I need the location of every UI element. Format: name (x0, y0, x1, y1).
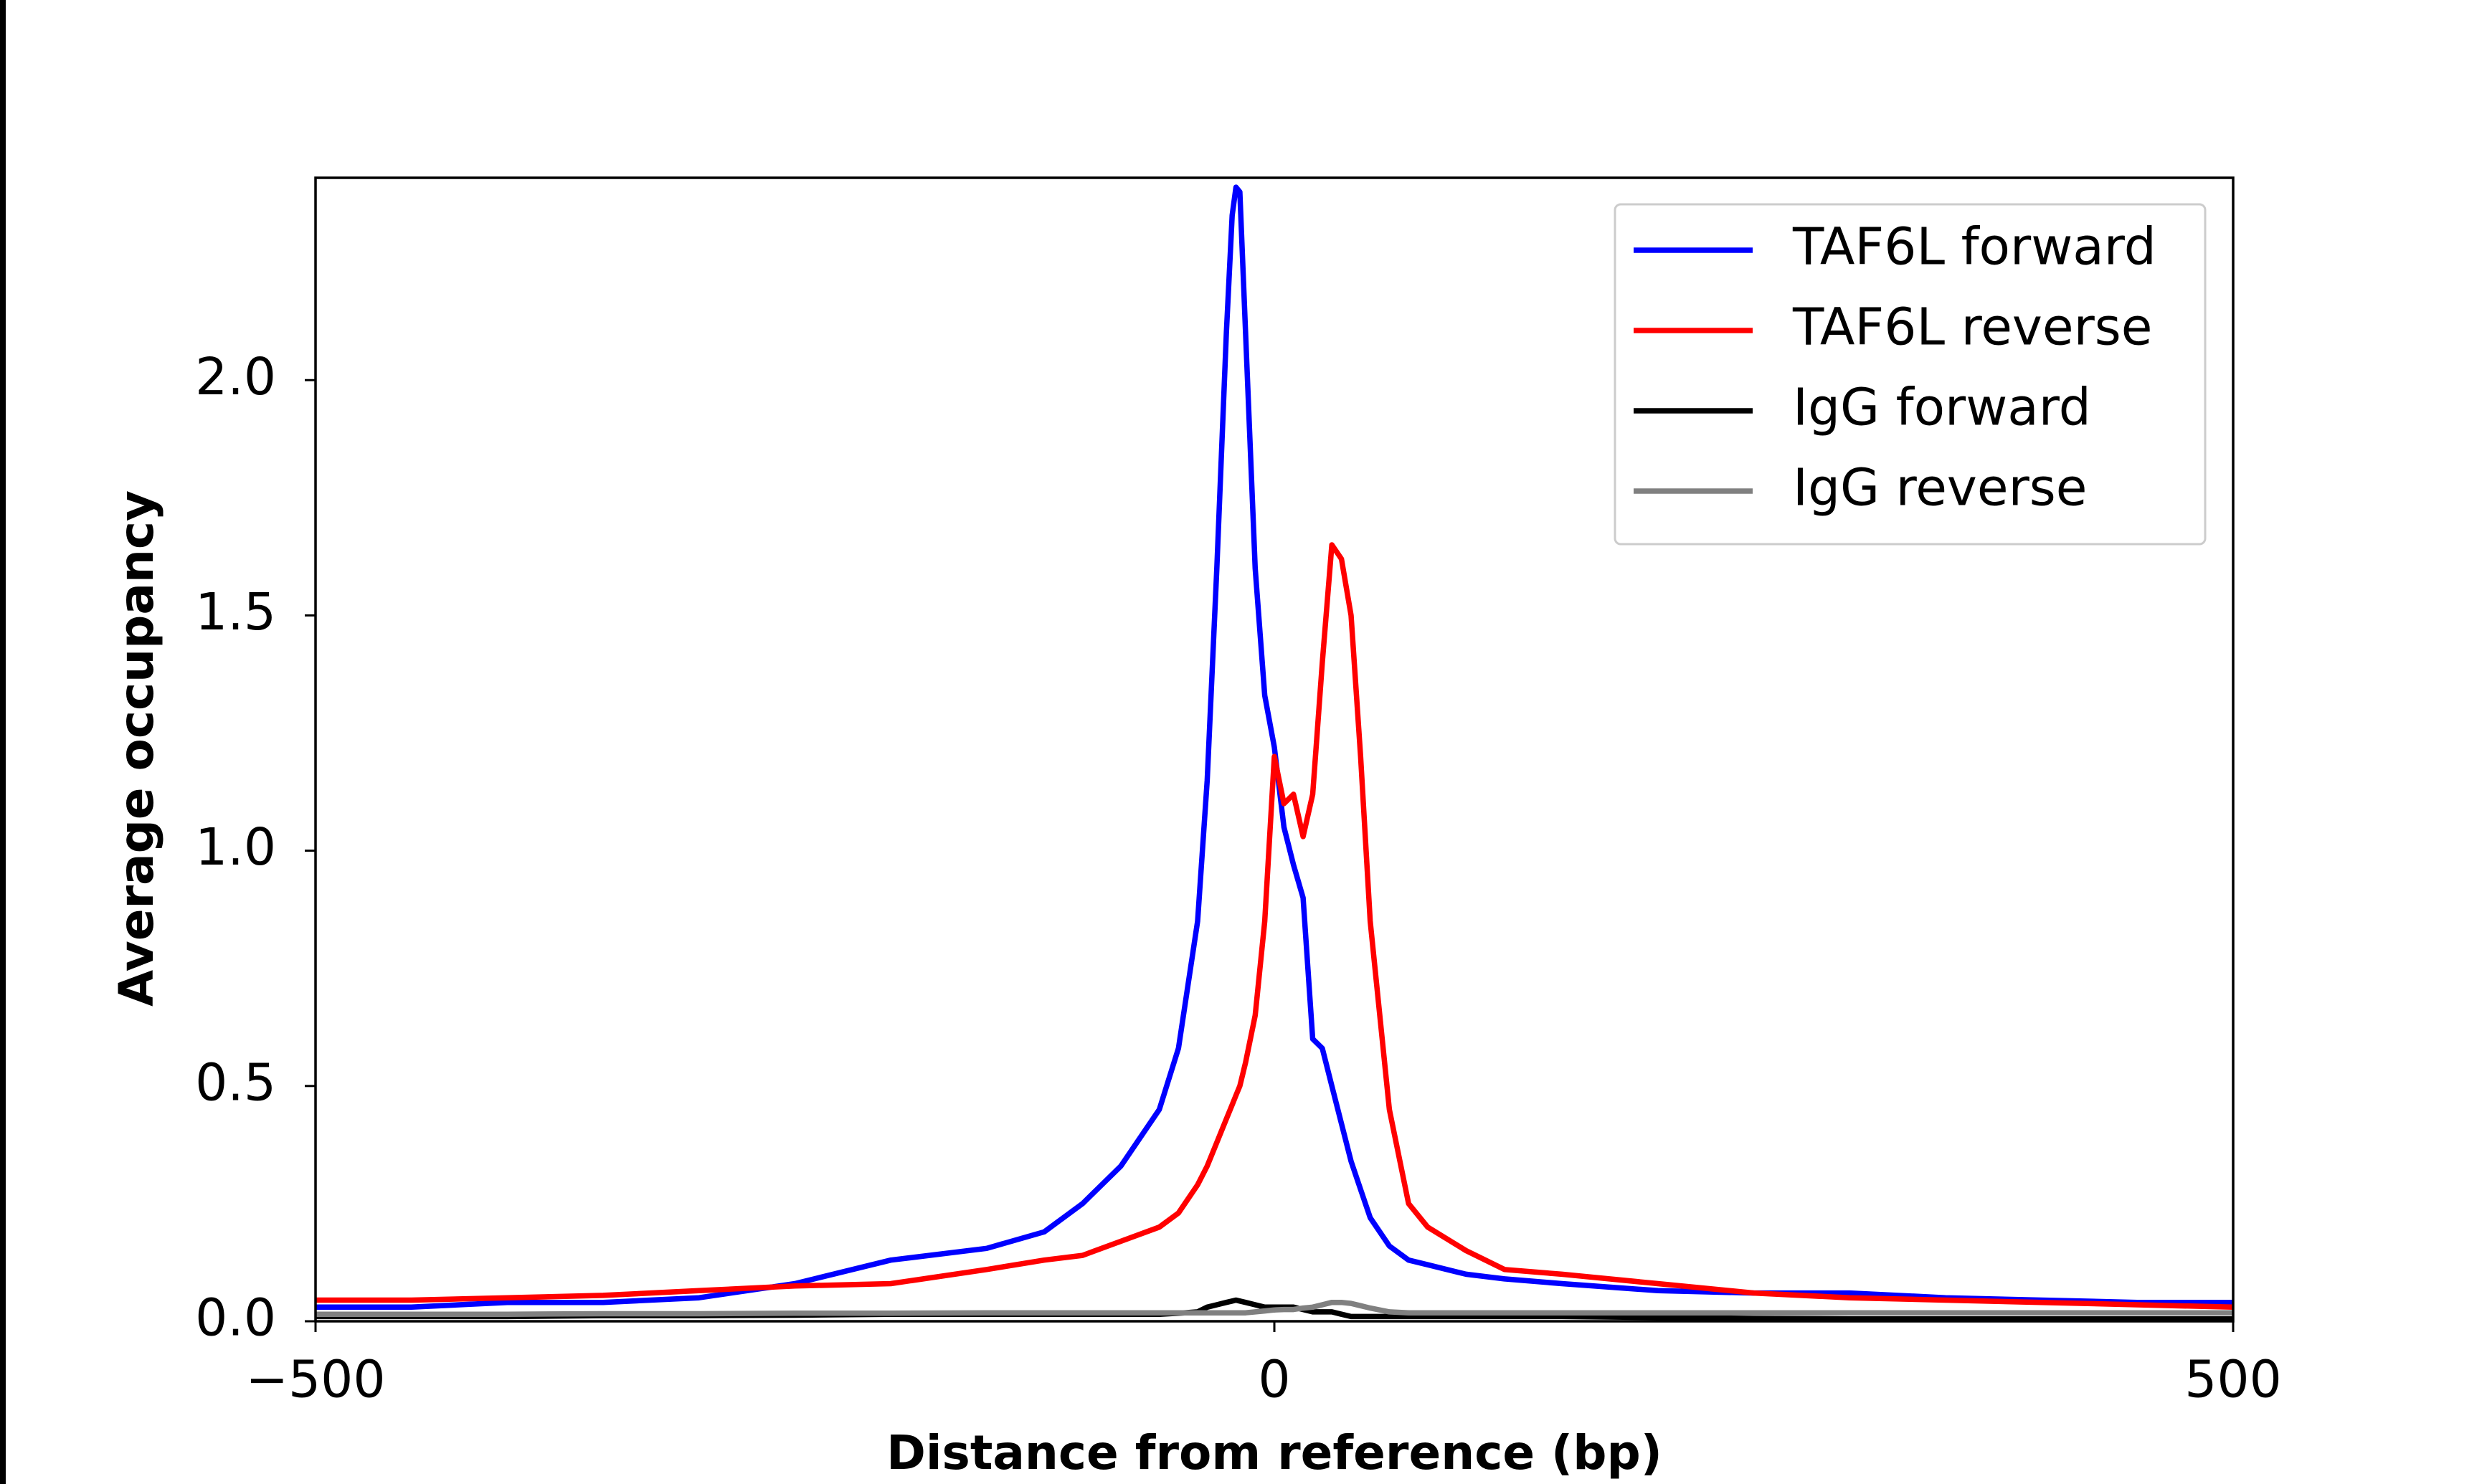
legend-label: IgG reverse (1793, 458, 2087, 518)
y-tick-label: 1.0 (195, 817, 276, 877)
x-tick-label: −500 (245, 1350, 385, 1409)
y-axis-label: Average occupancy (109, 490, 164, 1007)
legend-label: IgG forward (1793, 378, 2091, 437)
x-tick-label: 500 (2184, 1350, 2282, 1409)
data-line (316, 184, 2233, 1311)
y-tick-label: 1.5 (195, 582, 276, 642)
y-tick-label: 2.0 (195, 347, 276, 406)
x-tick-label: 0 (1258, 1350, 1290, 1409)
left-border (0, 0, 6, 1484)
plot-frame (314, 176, 2235, 1323)
x-axis-label: Distance from reference (bp) (886, 1425, 1662, 1480)
y-tick-label: 0.0 (195, 1288, 276, 1348)
data-line (316, 1299, 2233, 1317)
legend-box (1614, 203, 2207, 546)
y-tick-label: 0.5 (195, 1052, 276, 1112)
legend-label: TAF6L reverse (1792, 298, 2152, 357)
data-line (316, 542, 2233, 1311)
legend-label: TAF6L forward (1792, 217, 2156, 277)
